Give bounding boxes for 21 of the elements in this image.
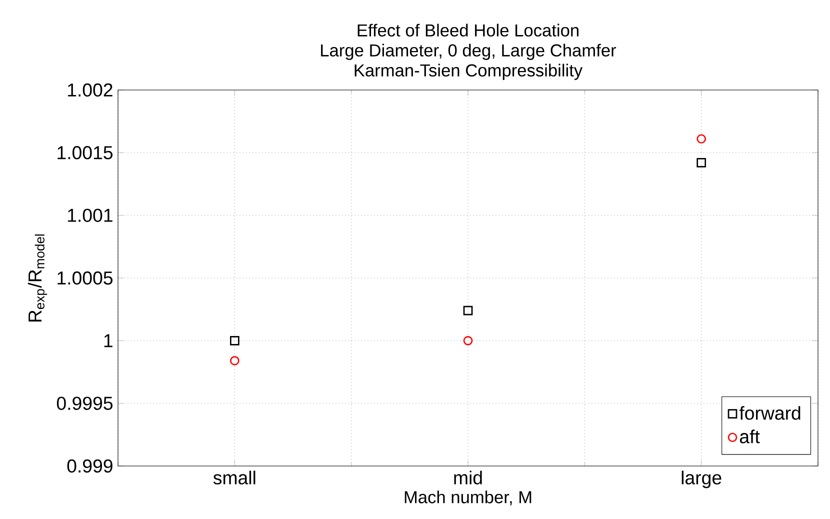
x-tick-label: large	[682, 470, 722, 488]
y-tick-label: 1.0005	[58, 271, 113, 285]
y-tick-label: 1	[104, 334, 112, 348]
y-tick-label: 0.9995	[56, 396, 113, 410]
point	[463, 306, 473, 316]
x-tick-label: mid	[454, 470, 482, 484]
chart-title: Effect of Bleed Hole Location Large Diameter, 0 deg, Large Chamfer Karman-Tsien Compressibility	[321, 24, 616, 80]
y-axis-title: R$_{exp}$/R$_{model}$	[28, 234, 48, 322]
y-tick-label: 1.002	[68, 83, 112, 97]
point	[696, 158, 706, 168]
point	[463, 336, 473, 346]
point	[696, 134, 706, 144]
y-tick-label: 1.0015	[58, 146, 113, 160]
y-tick-label: 1.001	[68, 208, 112, 222]
legend-label: forward	[739, 406, 800, 420]
x-tick-label: small	[213, 470, 256, 484]
legend-label: aft	[740, 430, 760, 444]
x-axis-title: Mach number, M	[404, 490, 532, 506]
y-tick-label: 0.999	[67, 459, 112, 473]
point	[230, 336, 240, 346]
point	[230, 356, 240, 366]
